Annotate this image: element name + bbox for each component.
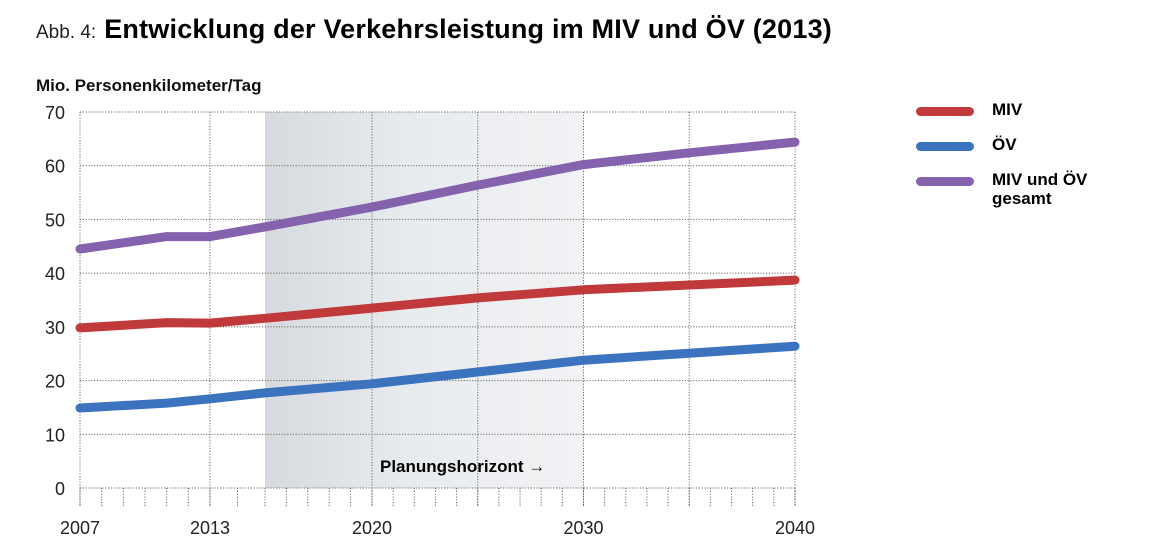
planning-horizon-label: Planungshorizont → [380, 457, 545, 476]
legend-label-oev: ÖV [992, 135, 1017, 154]
legend: MIV ÖV MIV und ÖV gesamt [916, 100, 1112, 224]
legend-swatch-total [916, 177, 974, 186]
legend-item-miv: MIV [916, 100, 1112, 119]
figure-number: Abb. 4: [36, 22, 97, 43]
y-tick-label: 50 [45, 210, 65, 230]
y-tick-label: 20 [45, 372, 65, 392]
figure-title: Abb. 4: Entwicklung der Verkehrsleistung … [36, 14, 832, 45]
x-tick-label: 2040 [775, 518, 815, 538]
x-tick-label: 2007 [60, 518, 100, 538]
chart-title: Entwicklung der Verkehrsleistung im MIV … [104, 14, 832, 44]
legend-item-total: MIV und ÖV gesamt [916, 170, 1112, 208]
y-tick-label: 40 [45, 264, 65, 284]
legend-swatch-oev [916, 142, 974, 151]
legend-label-total: MIV und ÖV gesamt [992, 170, 1088, 208]
legend-label-miv: MIV [992, 100, 1023, 119]
y-tick-label: 0 [55, 479, 65, 499]
y-tick-label: 60 [45, 157, 65, 177]
legend-swatch-miv [916, 107, 974, 116]
x-tick-label: 2030 [563, 518, 603, 538]
x-tick-label: 2013 [190, 518, 230, 538]
y-tick-label: 70 [45, 103, 65, 123]
legend-item-oev: ÖV [916, 135, 1112, 154]
y-axis-title: Mio. Personenkilometer/Tag [36, 76, 262, 95]
y-tick-label: 30 [45, 318, 65, 338]
y-tick-label: 10 [45, 425, 65, 445]
x-tick-label: 2020 [352, 518, 392, 538]
